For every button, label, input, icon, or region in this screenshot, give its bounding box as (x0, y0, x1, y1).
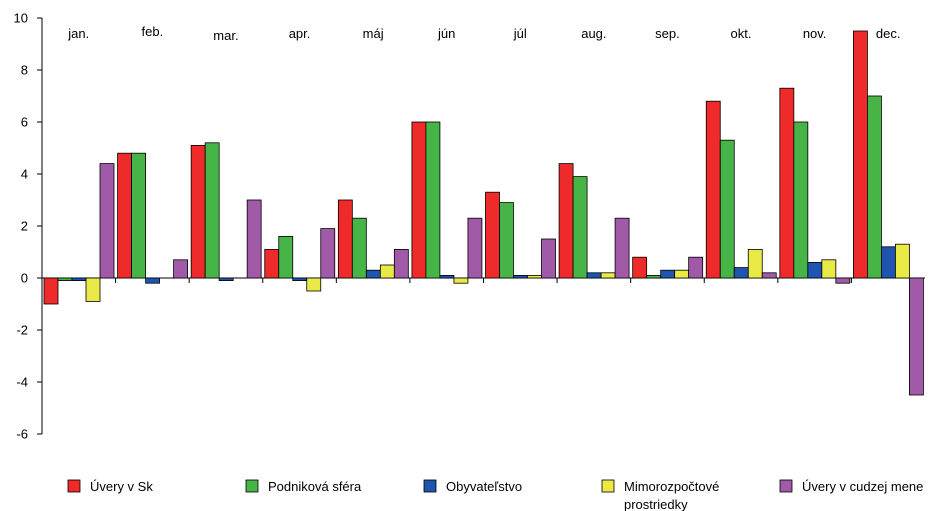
bar (688, 256, 704, 279)
category-label: jún (437, 26, 455, 41)
bar (204, 142, 220, 279)
bar (411, 121, 427, 279)
bar (306, 277, 322, 292)
category-label: apr. (289, 26, 311, 41)
category-label: okt. (731, 26, 752, 41)
legend-swatch (601, 479, 615, 493)
legend-label: Mimorozpočtové (624, 479, 719, 494)
y-tick-label: 2 (21, 219, 28, 234)
bar (646, 274, 662, 279)
month-labels: jan. feb. mar. apr. máj jún júl aug. sep. okt. nov… (67, 24, 900, 43)
bar (365, 269, 381, 279)
bar (173, 259, 188, 279)
legend-label-line2: prostriedky (624, 497, 688, 511)
category-label: jan. (67, 26, 89, 41)
bar (747, 248, 763, 279)
bar (85, 277, 101, 302)
legend: Úvery v Sk Podniková sféra Obyvateľstvo Mim… (67, 479, 923, 511)
bar (572, 176, 588, 279)
bar (674, 269, 690, 279)
bars (43, 30, 924, 396)
bar (835, 277, 851, 284)
bar (292, 277, 308, 281)
bar (614, 217, 630, 279)
bar (632, 256, 648, 279)
legend-label: Obyvateľstvo (446, 479, 522, 494)
y-tick-label: 10 (14, 11, 28, 26)
bar (660, 269, 676, 279)
bar (761, 272, 777, 279)
category-label: aug. (581, 26, 606, 41)
y-tick-label: 0 (21, 271, 28, 286)
bar (43, 277, 59, 305)
legend-label: Podniková sféra (268, 479, 362, 494)
bar (337, 199, 353, 279)
y-tick-label: 4 (21, 167, 28, 182)
bar (600, 272, 616, 279)
bar (513, 274, 528, 279)
bar (881, 246, 896, 279)
bar (246, 199, 262, 279)
bar (485, 191, 500, 279)
bar (779, 87, 795, 279)
legend-swatch (779, 479, 793, 493)
y-tick-label: 6 (21, 115, 28, 130)
bar (853, 30, 868, 279)
bar (793, 121, 809, 279)
category-label: júl (513, 26, 527, 41)
bar (99, 163, 115, 279)
bar (190, 144, 206, 279)
bar (467, 217, 483, 279)
bar (145, 277, 160, 284)
bar (117, 152, 132, 279)
bar (453, 277, 469, 284)
bar (705, 100, 721, 279)
bar (909, 277, 924, 396)
bar (499, 202, 514, 279)
y-tick-label: -6 (16, 427, 28, 442)
category-label: máj (363, 26, 384, 41)
bar (264, 248, 280, 279)
category-label: dec. (876, 26, 901, 41)
legend-swatch (245, 479, 259, 493)
bar (320, 228, 336, 279)
bar (71, 277, 87, 281)
legend-swatch (67, 479, 81, 493)
bar (351, 217, 367, 279)
bar (218, 277, 234, 281)
bar (821, 259, 837, 279)
bar (393, 248, 409, 279)
bar (867, 95, 882, 279)
y-tick-label: 8 (21, 63, 28, 78)
legend-label: Úvery v Sk (90, 479, 153, 494)
bar (541, 238, 556, 279)
bar (586, 272, 602, 279)
legend-swatch (423, 479, 437, 493)
bar (719, 139, 735, 279)
axes: -6 -4 -2 0 2 4 6 8 10 (14, 11, 925, 442)
bar (527, 274, 542, 279)
bar (439, 274, 455, 279)
legend-label: Úvery v cudzej mene (802, 479, 923, 494)
category-label: nov. (803, 26, 827, 41)
category-label: feb. (142, 24, 164, 39)
y-tick-label: -2 (16, 323, 28, 338)
bar (131, 152, 146, 279)
bar (733, 267, 749, 279)
bar (895, 243, 910, 279)
bar (807, 261, 823, 279)
bar (379, 264, 395, 279)
bar (57, 277, 73, 281)
bar (278, 235, 294, 279)
category-label: mar. (213, 28, 238, 43)
category-label: sep. (655, 26, 680, 41)
bar (558, 163, 574, 279)
y-tick-label: -4 (16, 375, 28, 390)
bar (425, 121, 441, 279)
